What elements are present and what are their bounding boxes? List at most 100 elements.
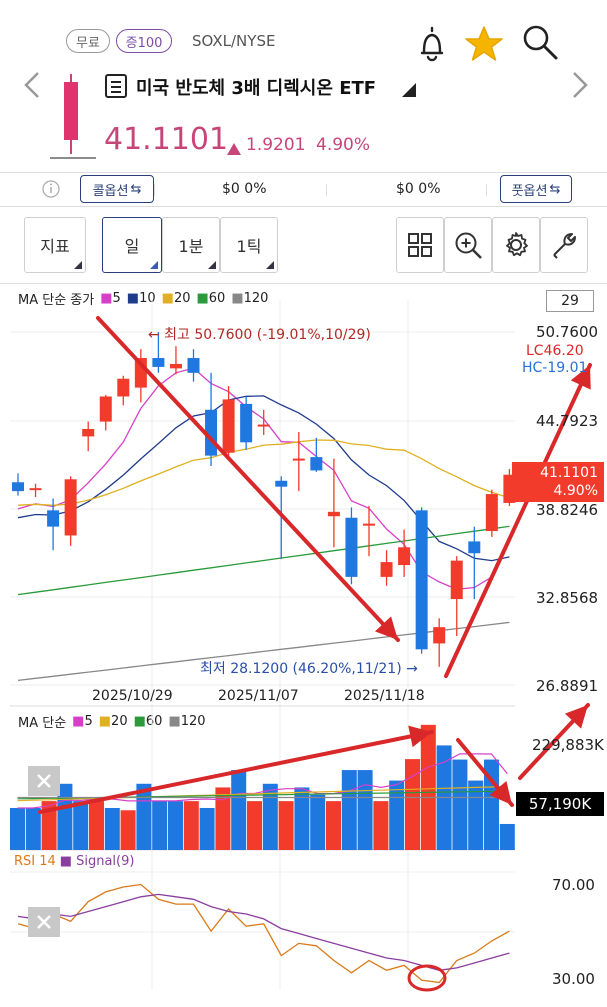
margin-badge: 증100 (116, 29, 172, 53)
volume-bar (278, 801, 294, 850)
tools-button[interactable] (540, 217, 588, 273)
volume-bar (294, 787, 310, 850)
volume-bar (357, 770, 373, 850)
rsi-bottom-circle (407, 964, 447, 992)
options-bar-divider-bottom (0, 206, 607, 207)
volume-bar (389, 780, 405, 850)
close-rsi-button[interactable] (28, 907, 60, 937)
title-dropdown-icon[interactable] (402, 82, 416, 97)
search-icon[interactable] (520, 22, 560, 62)
volume-bar (499, 823, 515, 850)
candle-body (240, 403, 253, 443)
next-arrow-icon[interactable] (568, 70, 592, 100)
volume-bar (25, 807, 41, 850)
vol-legend-20: ■20 (98, 714, 128, 729)
corner-mark (74, 261, 82, 269)
hc-label: HC-19.01 (522, 360, 588, 376)
lc-label: LC46.20 (526, 343, 584, 359)
call-value: $0 0% (222, 181, 267, 197)
candle-body (485, 494, 498, 532)
prev-arrow-icon[interactable] (20, 70, 44, 100)
star-icon[interactable] (464, 24, 504, 64)
volume-drop-arrow-head (489, 781, 512, 805)
volume-title: MA 단순 (18, 716, 67, 731)
volume-bar (215, 787, 231, 850)
minute-button[interactable]: 1분 (162, 217, 220, 273)
menu-doc-icon[interactable] (104, 73, 128, 99)
minute-label: 1분 (178, 237, 204, 256)
ma20-line (17, 439, 510, 506)
candle-body (82, 429, 95, 437)
indicator-label: 지표 (40, 237, 70, 256)
volume-bar (168, 801, 183, 850)
candle-body (433, 627, 446, 644)
x-tick-2: 2025/11/07 (218, 688, 299, 704)
annotation-overlay (38, 316, 592, 992)
volume-top-label: 229,883K (532, 736, 604, 754)
vol-legend-60: ■60 (133, 714, 163, 729)
corner-mark (208, 261, 216, 269)
volume-legend[interactable]: MA 단순 ■5 ■20 ■60 ■120 (18, 712, 206, 731)
y-tick-4: 32.8568 (536, 589, 599, 607)
volume-bar (152, 801, 168, 850)
y-tick-2: 44.7923 (536, 412, 599, 430)
y-tick-3: 38.8246 (536, 501, 599, 519)
volume-bar (10, 807, 25, 850)
toolbar-divider (0, 283, 607, 284)
close-volume-button[interactable] (28, 766, 60, 796)
info-icon[interactable] (42, 180, 60, 198)
put-option-button[interactable]: 풋옵션 ⇆ (500, 175, 572, 203)
candle-body (12, 482, 24, 492)
x-tick-3: 2025/11/18 (344, 688, 425, 704)
settings-button[interactable] (492, 217, 540, 273)
price-tag: 41.1101 4.90% (512, 462, 604, 502)
tick-button[interactable]: 1틱 (220, 217, 278, 273)
put-value: $0 0% (396, 181, 441, 197)
candle-body (117, 378, 130, 397)
volume-bars (10, 724, 515, 850)
daily-button[interactable]: 일 (102, 217, 162, 273)
indicator-button[interactable]: 지표 (24, 217, 86, 273)
bell-icon[interactable] (414, 24, 450, 64)
candle-body (398, 547, 411, 566)
candle-body (257, 424, 270, 427)
candle-body (468, 541, 481, 554)
rsi-legend[interactable]: RSI 14 ■ Signal(9) (14, 854, 134, 869)
price-change-pct: 4.90% (316, 135, 371, 155)
zoom-button[interactable] (444, 217, 492, 273)
call-option-label: 콜옵션 (92, 183, 129, 199)
y-tick-5: 26.8891 (536, 677, 599, 695)
ma-legend-20: ■20 (161, 291, 191, 306)
options-divider-2 (326, 184, 327, 196)
symbol-label: SOXL/NYSE (192, 32, 276, 50)
volume-bar (452, 759, 468, 850)
candle-body (29, 488, 42, 491)
candle-body (64, 479, 77, 536)
candle-body (169, 363, 182, 369)
tick-label: 1틱 (236, 237, 262, 256)
options-bar-divider-top (0, 172, 607, 173)
volume-bar (183, 801, 199, 850)
ma60-line (17, 525, 510, 596)
x-tick-1: 2025/10/29 (92, 688, 173, 704)
zoom-in-icon (455, 232, 482, 259)
candle-body (47, 510, 60, 527)
stock-title[interactable]: 미국 반도체 3배 디렉시온 ETF (136, 78, 377, 99)
volume-tag: 57,190K (516, 792, 604, 816)
volume-bar (373, 801, 389, 850)
rsi-title: RSI 14 (14, 854, 56, 869)
call-option-button[interactable]: 콜옵션 ⇆ (80, 175, 154, 203)
volume-bar (326, 801, 341, 850)
high-note: ← 최고 50.7600 (-19.01%,10/29) (148, 327, 371, 343)
up-trend-arrow (444, 363, 592, 678)
candle-body (292, 458, 305, 461)
vol-legend-5: ■5 (72, 714, 93, 729)
period-box[interactable]: 29 (546, 290, 594, 312)
candle-body (345, 517, 358, 577)
volume-bar (231, 770, 247, 850)
options-divider-1 (154, 184, 155, 196)
volume-bar (341, 770, 357, 850)
layout-grid-button[interactable] (396, 217, 444, 273)
free-badge: 무료 (66, 29, 110, 53)
